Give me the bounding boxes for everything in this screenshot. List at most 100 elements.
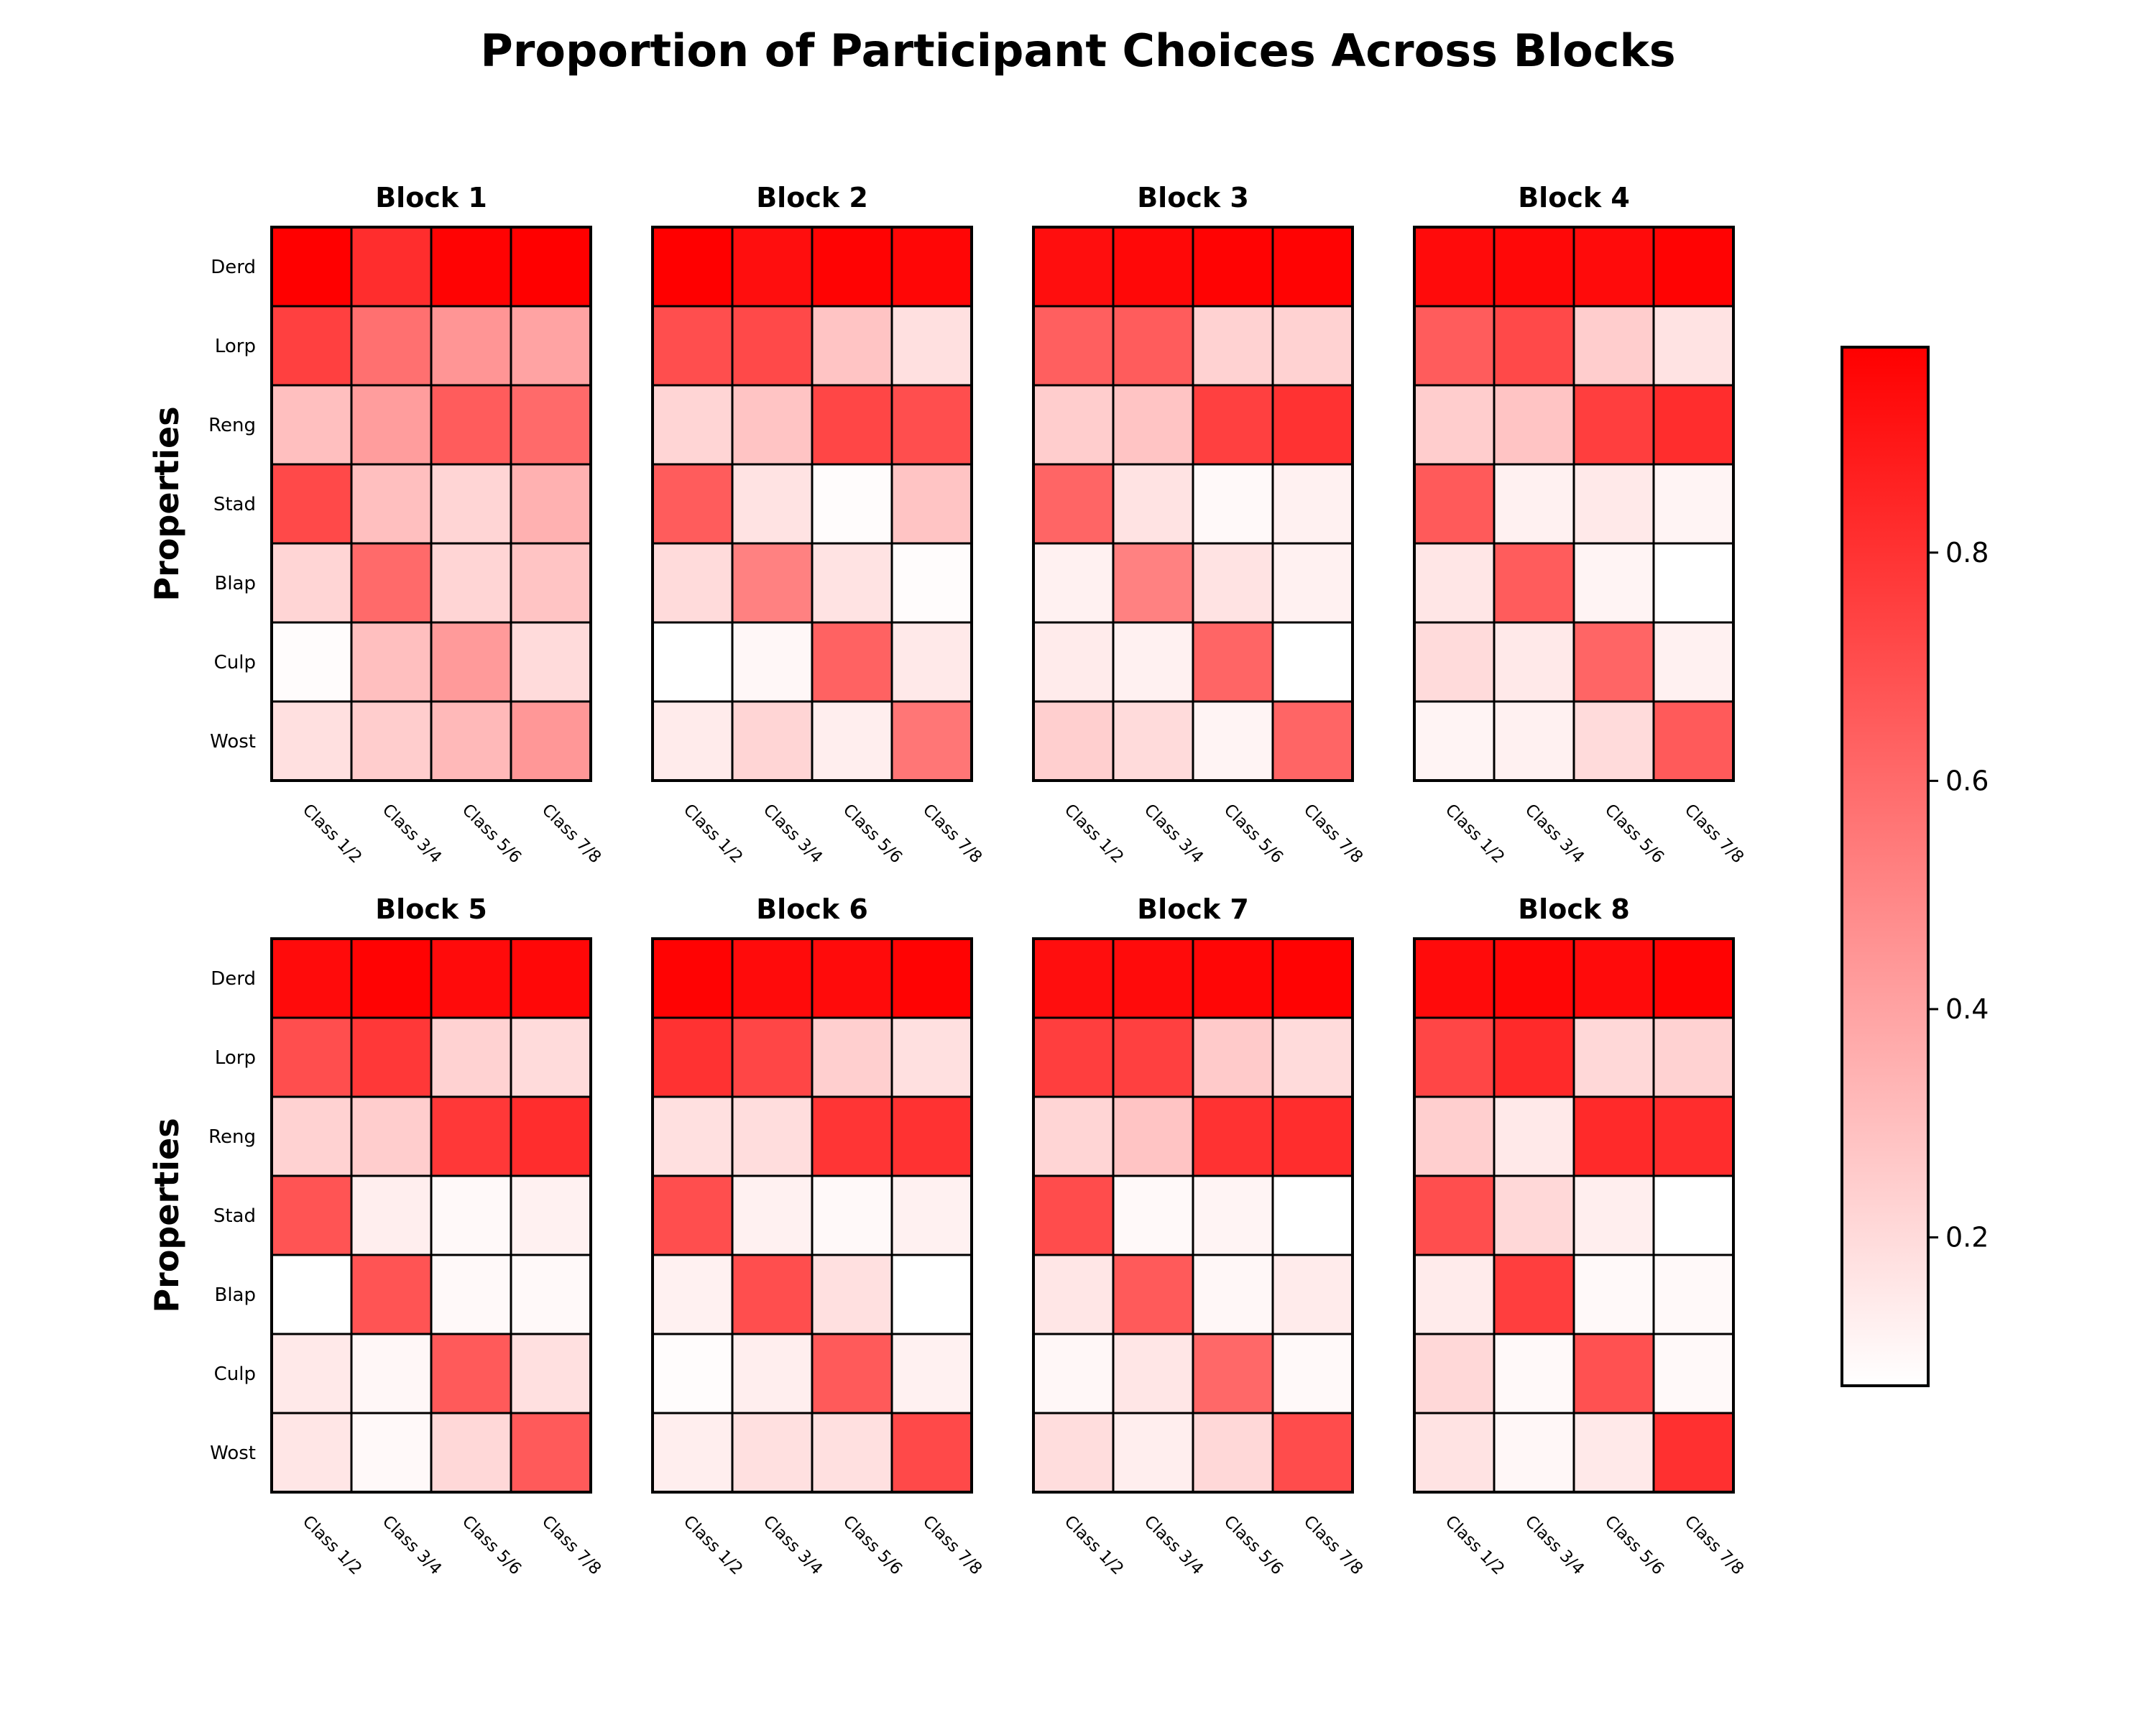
heatmap-cell [350,700,433,782]
heatmap-cell [1032,700,1115,782]
heatmap-cell [1192,621,1274,703]
column-tick-label: Class 7/8 [538,1512,605,1579]
column-tick-label: Class 5/6 [459,1512,525,1579]
column-tick-label: Class 1/2 [680,801,747,868]
column-tick-label: Class 3/4 [379,801,446,868]
heatmap-cell [1271,1095,1354,1177]
heatmap-cell [1572,384,1655,466]
heatmap-cell [1652,1016,1735,1098]
column-tick-label: Class 5/6 [1601,801,1668,868]
heatmap-cell [430,1016,512,1098]
heatmap-cell [1572,937,1655,1019]
row-tick-label: Lorp [215,1047,256,1069]
block-panels: Block 1 Derd Lorp Reng Stad Blap Culp Wost Prope… [147,182,1747,1578]
heatmap-cell [811,937,893,1019]
block-panel: Block 4 Class 1/2 Class 3/4 Class 5/6 Class … [1413,182,1747,868]
heatmap-cell [1572,305,1655,387]
heatmap-cell [651,937,734,1019]
column-tick-label: Class 7/8 [919,801,986,868]
row-tick-label: Culp [214,1363,256,1385]
heatmap-cell [430,1174,512,1256]
heatmap-cell [270,1333,353,1414]
heatmap-cell [1271,1333,1354,1414]
heatmap-cell [811,1095,893,1177]
heatmap-cell [350,226,433,308]
heatmap-cell [430,1254,512,1335]
heatmap-cell [890,226,973,308]
heatmap-cell [1192,700,1274,782]
column-tick-label: Class 7/8 [1300,801,1367,868]
row-tick-label: Reng [208,415,256,436]
heatmap-cell [651,1254,734,1335]
heatmap-cell [1112,463,1194,545]
heatmap-cell [1652,937,1735,1019]
row-tick-label: Lorp [215,336,256,357]
heatmap-cell [811,384,893,466]
heatmap-cell [731,384,814,466]
heatmap-cell [430,305,512,387]
heatmap-cell [350,1095,433,1177]
heatmap-cell [651,1412,734,1494]
heatmap-cell [270,1016,353,1098]
heatmap-cell [1192,1174,1274,1256]
heatmap-cell [651,463,734,545]
heatmap-cell [1032,1095,1115,1177]
heatmap-cell [1572,1174,1655,1256]
heatmap-cell [1192,1016,1274,1098]
heatmap-cell [1112,1254,1194,1335]
heatmap-cell [1493,1016,1575,1098]
heatmap-cell [811,1016,893,1098]
heatmap-cell [430,937,512,1019]
heatmap-cell [270,1095,353,1177]
column-tick-label: Class 5/6 [459,801,525,868]
heatmap-cell [430,542,512,624]
heatmap-cell [1413,1333,1496,1414]
heatmap-cell [811,226,893,308]
heatmap-cell [350,1333,433,1414]
heatmap-cell [1413,1016,1496,1098]
heatmap-cell [1032,621,1115,703]
heatmap-cell [651,1174,734,1256]
heatmap-cell [350,384,433,466]
row-tick-label: Derd [211,968,256,990]
heatmap-cell [1032,937,1115,1019]
y-axis-label: Properties [147,406,186,601]
column-tick-label: Class 3/4 [1141,1512,1207,1579]
heatmap-cell [1192,1095,1274,1177]
block-panel: Block 8 Class 1/2 Class 3/4 Class 5/6 Class … [1413,893,1747,1579]
heatmap-cell [270,463,353,545]
heatmap-cell [1413,1174,1496,1256]
heatmap-cell [510,937,592,1019]
heatmap-cell [731,1095,814,1177]
heatmap-cell [1493,1095,1575,1177]
heatmap-cell [1271,1174,1354,1256]
panel-frame [270,937,592,1494]
heatmap-cell [1413,226,1496,308]
heatmap-cell [1493,384,1575,466]
heatmap-cell [890,463,973,545]
heatmap-cell [1413,1412,1496,1494]
heatmap-cell [1192,226,1274,308]
heatmap-cell [350,305,433,387]
block-title: Block 7 [1137,893,1249,925]
block-title: Block 8 [1518,893,1630,925]
heatmap-cell [890,384,973,466]
heatmap-cell [1493,463,1575,545]
heatmap-cell [1652,305,1735,387]
heatmap-cell [1112,1412,1194,1494]
heatmap-cell [1413,1254,1496,1335]
column-tick-label: Class 5/6 [1601,1512,1668,1579]
heatmap-cell [890,1412,973,1494]
heatmap-cell [1271,305,1354,387]
heatmap-cell [811,1254,893,1335]
heatmap-cell [1271,463,1354,545]
heatmap-cell [1271,1016,1354,1098]
block-title: Block 6 [756,893,868,925]
row-tick-label: Stad [213,1205,256,1227]
heatmap-cell [731,1254,814,1335]
heatmap-cell [270,1174,353,1256]
heatmap-cell [1413,621,1496,703]
heatmap-cell [651,542,734,624]
heatmap-cell [731,1333,814,1414]
heatmap-cell [1652,542,1735,624]
